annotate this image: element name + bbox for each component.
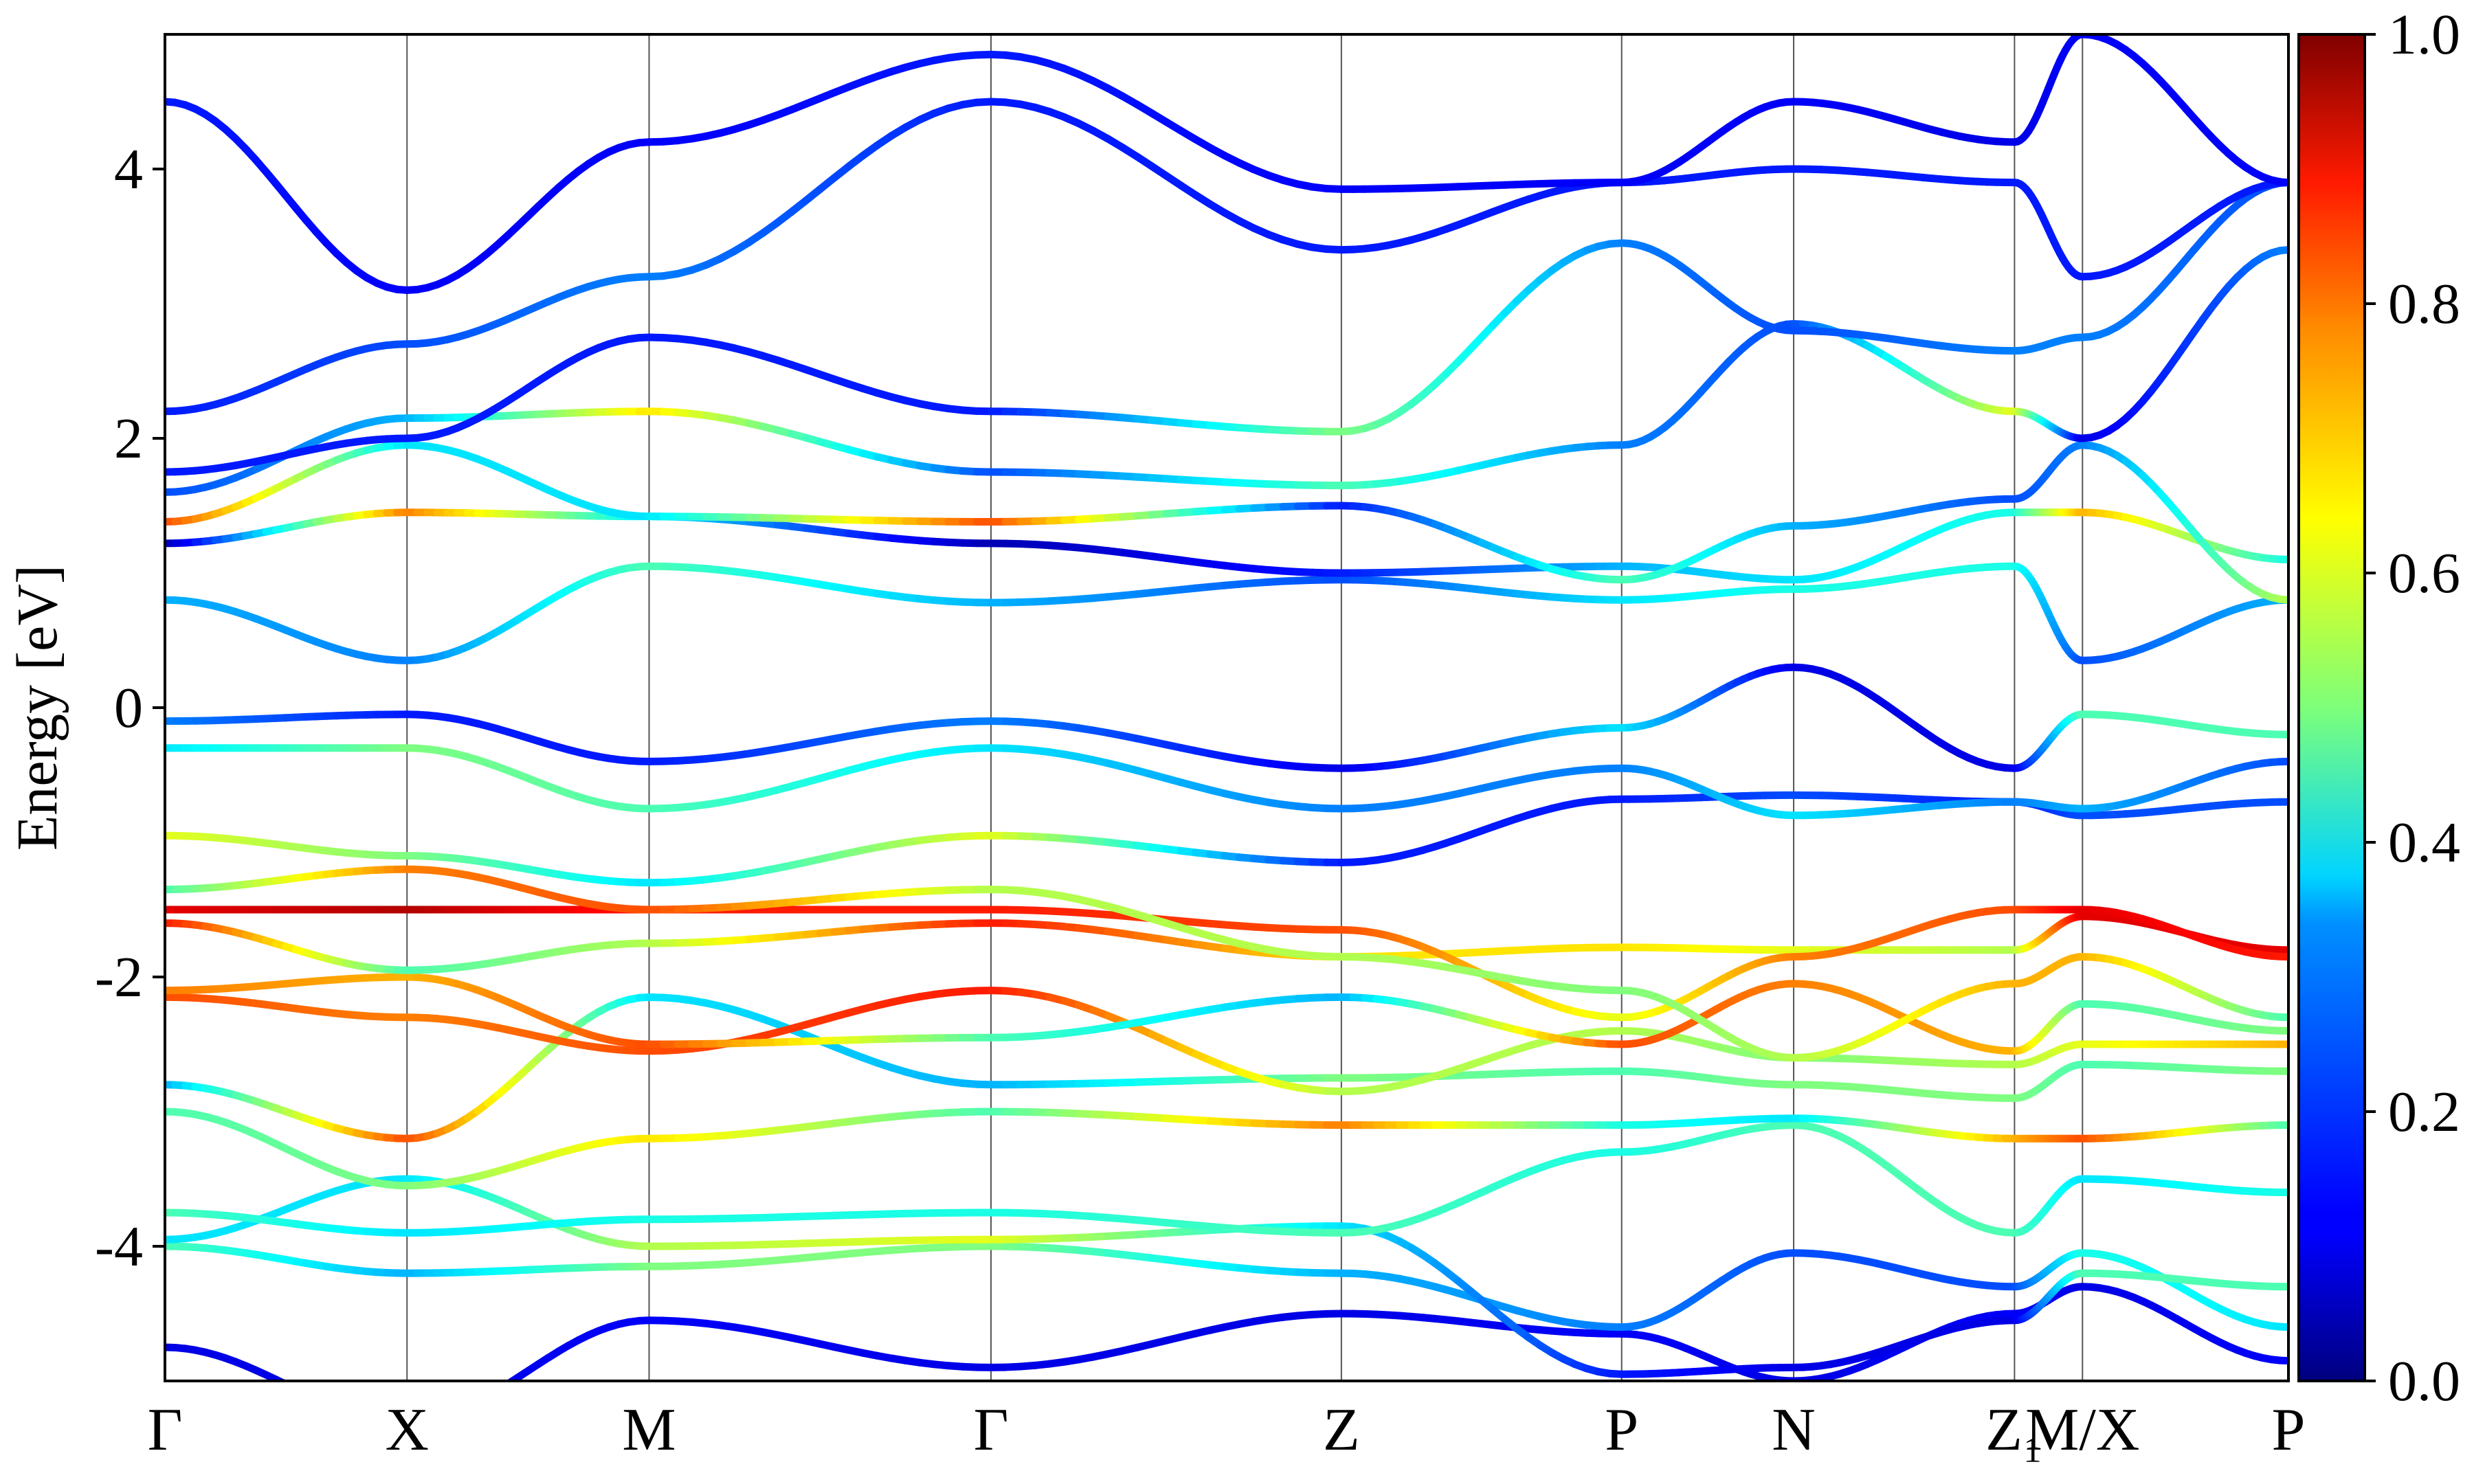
band-segment [357,1414,367,1417]
x-tick-label: M/X [2025,1397,2139,1463]
y-axis: 4 2 0 -2 -4 [95,137,165,1279]
band-segment [467,1402,478,1406]
x-tick-label: Z₁ [1985,1397,2043,1463]
y-tick-label: -2 [95,945,143,1009]
colorbar [2297,33,2366,1382]
colorbar-tick-label: 0.0 [2388,1349,2460,1413]
y-tick-label: 2 [114,407,143,471]
band-segment [296,1389,307,1394]
x-tick-label: P [1605,1397,1638,1463]
band-segment [478,1396,488,1402]
colorbar-tick-label: 0.4 [2388,811,2460,875]
band-4 [165,1108,2288,1190]
band-14 [165,562,2288,664]
band-18 [165,179,2288,476]
colorbar-tick-label: 0.2 [2388,1080,2460,1144]
band-10 [165,865,2288,1062]
band-13 [165,663,2288,772]
band-16 [165,441,2288,604]
band-17 [165,246,2288,496]
band-7 [165,973,2288,1055]
band-segment [367,1417,377,1419]
band-segment [447,1411,458,1415]
band-1 [165,1242,2288,1331]
band-2 [165,1175,2288,1378]
y-tick-label: -4 [95,1215,143,1279]
y-axis-label: Energy [eV] [5,565,69,851]
y-tick-label: 4 [114,137,143,201]
band-segment [437,1415,447,1417]
band-lines [165,34,2288,1419]
band-segment [458,1406,468,1410]
x-tick-label: Γ [974,1397,1009,1463]
band-20 [165,34,2288,294]
colorbar-tick-label: 0.8 [2388,272,2460,336]
band-segment [316,1399,326,1403]
band-segment [346,1410,357,1414]
x-tick-label: M [622,1397,676,1463]
x-tick-label: Z [1323,1397,1360,1463]
band-segment [337,1407,347,1410]
colorbar-tick-label: 0.6 [2388,541,2460,605]
band-segment [505,1380,511,1381]
y-tick-label: 0 [114,676,143,740]
kpoint-gridlines [406,34,2084,1381]
colorbar-tick-label: 1.0 [2388,3,2460,67]
x-tick-label: P [2272,1397,2306,1463]
band-segment [2276,178,2288,187]
band-segment [2276,246,2288,255]
band-9 [165,906,2288,1022]
x-tick-label: X [385,1397,429,1463]
band-3 [165,1121,2288,1237]
band-segment [306,1394,316,1399]
band-segment [326,1403,337,1407]
colorbar-ticks: 0.0 0.2 0.4 0.6 0.8 1.0 [2365,3,2460,1413]
x-tick-label: N [1772,1397,1816,1463]
band-segment [2276,595,2288,604]
band-segment [488,1390,498,1396]
plot-frame [164,33,2290,1382]
x-axis: Γ X M Γ Z P N Z₁M/X P [148,1397,2306,1463]
x-tick-label: Γ [148,1397,183,1463]
band-segment [284,1380,288,1381]
band-0 [165,1283,2288,1419]
band-11 [165,791,2288,887]
band-12 [165,744,2288,820]
